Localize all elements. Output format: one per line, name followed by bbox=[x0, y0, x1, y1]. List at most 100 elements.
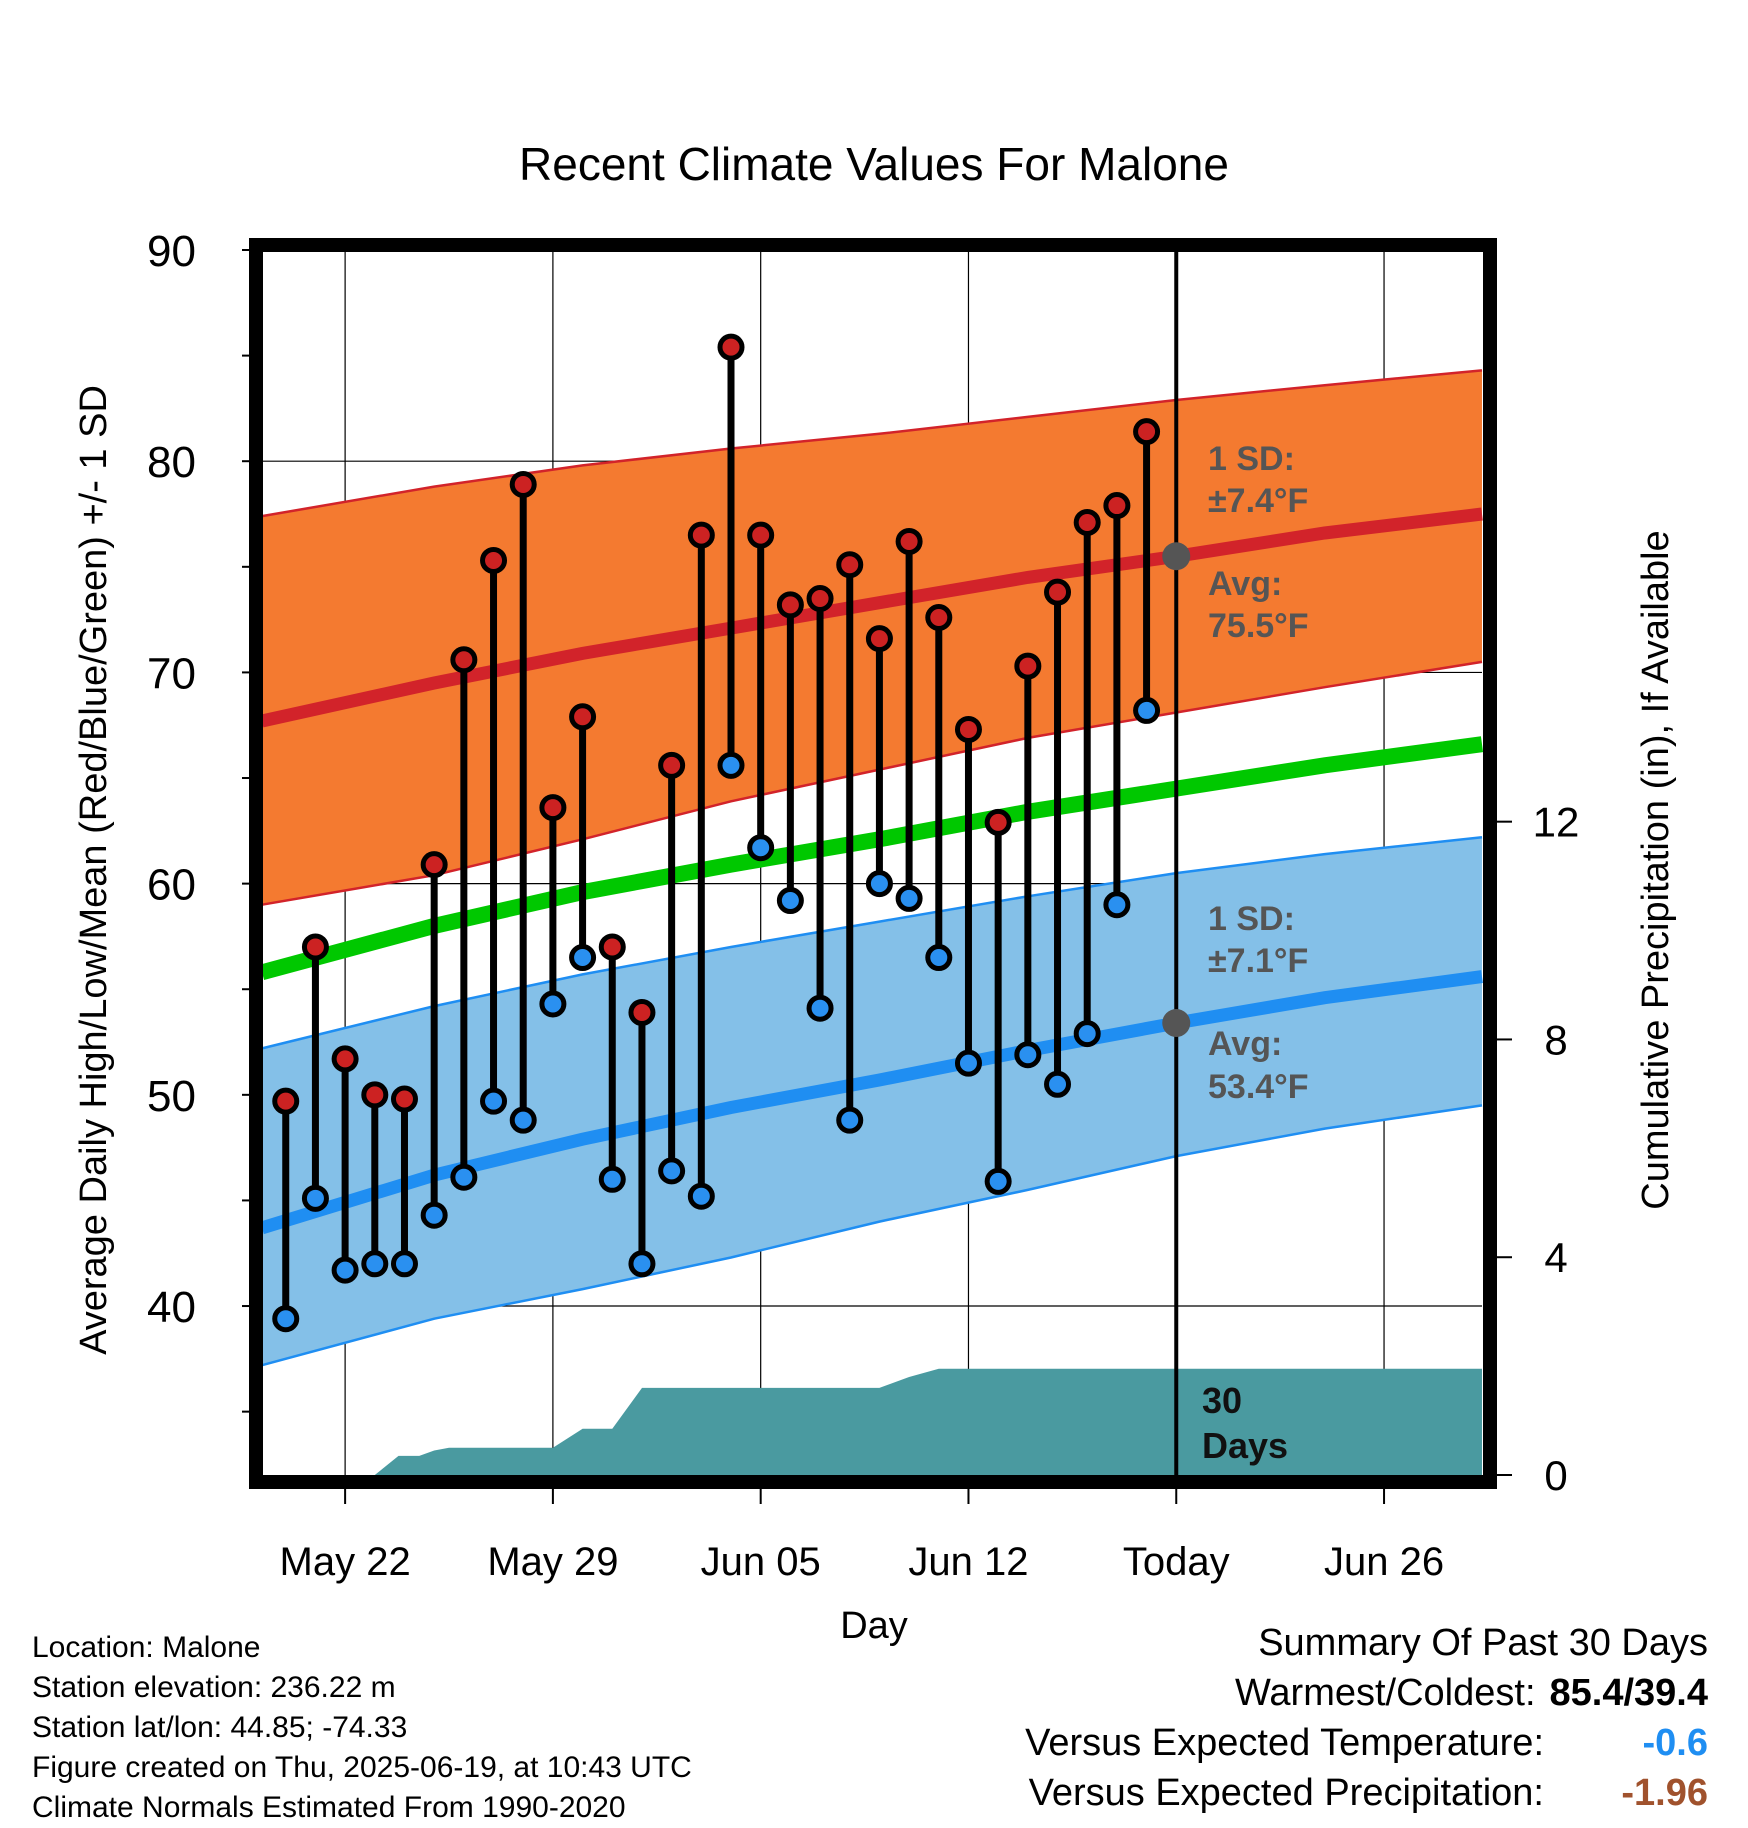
low-sd-label: 1 SD: bbox=[1208, 900, 1295, 938]
daily-low-point bbox=[598, 1165, 626, 1193]
daily-high-point bbox=[331, 1045, 359, 1073]
days-label-number: 30 bbox=[1202, 1380, 1242, 1421]
daily-low-point bbox=[747, 834, 775, 862]
daily-high-point bbox=[658, 751, 686, 779]
y2-tick-label: 4 bbox=[1544, 1234, 1567, 1281]
daily-low-point bbox=[1133, 696, 1161, 724]
axes: 40 50 60 70 80 90 0 4 8 12 May 22 May 29 Jun 05 Jun 1… bbox=[147, 227, 1579, 1584]
daily-high-point bbox=[1014, 652, 1042, 680]
high-avg-marker bbox=[1162, 542, 1191, 571]
daily-low-point bbox=[509, 1106, 537, 1134]
daily-low-point bbox=[658, 1157, 686, 1185]
daily-low-point bbox=[1014, 1041, 1042, 1069]
low-avg-value: 53.4°F bbox=[1208, 1068, 1309, 1106]
warmest-coldest-label: Warmest/Coldest: bbox=[1234, 1672, 1536, 1714]
daily-low-point bbox=[1103, 891, 1131, 919]
daily-low-point bbox=[361, 1250, 389, 1278]
daily-low-point bbox=[1044, 1070, 1072, 1098]
x-tick-label: May 29 bbox=[487, 1540, 618, 1584]
daily-low-point bbox=[984, 1167, 1012, 1195]
daily-low-point bbox=[925, 944, 953, 972]
daily-high-point bbox=[390, 1085, 418, 1113]
daily-low-point bbox=[717, 751, 745, 779]
daily-low-point bbox=[390, 1250, 418, 1278]
summary-heading: Summary Of Past 30 Days bbox=[1258, 1622, 1708, 1664]
x-tick-label: Jun 05 bbox=[701, 1540, 821, 1584]
high-avg-line bbox=[260, 507, 1483, 728]
daily-high-point bbox=[806, 584, 834, 612]
x-axis-label: Day bbox=[840, 1605, 908, 1647]
x-tick-label: Jun 26 bbox=[1324, 1540, 1444, 1584]
daily-low-point bbox=[836, 1106, 864, 1134]
daily-high-point bbox=[450, 646, 478, 674]
daily-low-point bbox=[954, 1049, 982, 1077]
elevation-text: Station elevation: 236.22 m bbox=[32, 1671, 396, 1704]
y2-tick-label: 12 bbox=[1533, 799, 1580, 846]
daily-high-point bbox=[1073, 508, 1101, 536]
y-tick-label: 50 bbox=[147, 1072, 196, 1121]
cumulative-precip-area bbox=[374, 1368, 1482, 1475]
y-tick-label: 80 bbox=[147, 438, 196, 487]
x-tick-label: Jun 12 bbox=[908, 1540, 1028, 1584]
daily-high-point bbox=[836, 551, 864, 579]
high-avg-value: 75.5°F bbox=[1208, 607, 1309, 645]
created-text: Figure created on Thu, 2025-06-19, at 10… bbox=[32, 1751, 692, 1784]
daily-low-point bbox=[420, 1201, 448, 1229]
y2-tick-label: 8 bbox=[1544, 1016, 1567, 1063]
temp-delta-label: Versus Expected Temperature: bbox=[1025, 1722, 1544, 1764]
daily-low-point bbox=[450, 1163, 478, 1191]
precip-delta-value: -1.96 bbox=[1621, 1772, 1708, 1814]
daily-low-point bbox=[480, 1087, 508, 1115]
daily-high-point bbox=[776, 591, 804, 619]
daily-high-point bbox=[865, 625, 893, 653]
daily-low-point bbox=[806, 994, 834, 1022]
y2-tick-label: 0 bbox=[1544, 1452, 1567, 1499]
y-tick-label: 40 bbox=[147, 1283, 196, 1332]
daily-high-point bbox=[895, 527, 923, 555]
summary-precip-row: Versus Expected Precipitation: -1.96 bbox=[1025, 1768, 1708, 1818]
daily-low-point bbox=[1073, 1020, 1101, 1048]
low-sd-lower-edge bbox=[261, 1104, 1483, 1367]
normals-text: Climate Normals Estimated From 1990-2020 bbox=[32, 1791, 626, 1824]
daily-high-point bbox=[1103, 492, 1131, 520]
daily-high-point bbox=[628, 998, 656, 1026]
daily-high-point bbox=[1044, 578, 1072, 606]
daily-high-point bbox=[984, 808, 1012, 836]
daily-low-point bbox=[776, 887, 804, 915]
high-avg-label: Avg: bbox=[1208, 565, 1282, 603]
precip-delta-label: Versus Expected Precipitation: bbox=[1028, 1772, 1544, 1814]
daily-low-point bbox=[331, 1256, 359, 1284]
high-sd-upper-edge bbox=[261, 369, 1483, 518]
plot-border bbox=[249, 238, 1497, 1489]
daily-high-point bbox=[747, 521, 775, 549]
daily-high-point bbox=[301, 933, 329, 961]
daily-high-point bbox=[954, 715, 982, 743]
low-avg-label: Avg: bbox=[1208, 1025, 1282, 1063]
daily-high-point bbox=[1133, 418, 1161, 446]
days-label-word: Days bbox=[1202, 1425, 1288, 1466]
latlon-text: Station lat/lon: 44.85; -74.33 bbox=[32, 1711, 408, 1744]
warmest-coldest-value: 85.4/39.4 bbox=[1549, 1672, 1708, 1714]
summary-panel: Summary Of Past 30 Days Warmest/Coldest:… bbox=[1025, 1618, 1708, 1818]
x-tick-label: Today bbox=[1123, 1540, 1230, 1584]
low-sd-upper-edge bbox=[261, 835, 1483, 1050]
low-sd-value: ±7.1°F bbox=[1208, 942, 1308, 980]
y2-axis-label: Cumulative Precipitation (in), If Availa… bbox=[1635, 530, 1677, 1209]
high-sd-label: 1 SD: bbox=[1208, 440, 1295, 478]
low-avg-marker bbox=[1162, 1009, 1191, 1038]
daily-high-point bbox=[539, 794, 567, 822]
daily-high-point bbox=[272, 1087, 300, 1115]
daily-high-point bbox=[687, 521, 715, 549]
chart-title: Recent Climate Values For Malone bbox=[519, 138, 1229, 190]
daily-low-point bbox=[687, 1182, 715, 1210]
y-tick-label: 90 bbox=[147, 227, 196, 276]
daily-high-point bbox=[480, 546, 508, 574]
y-tick-label: 60 bbox=[147, 861, 196, 910]
daily-low-point bbox=[301, 1184, 329, 1212]
daily-low-point bbox=[539, 990, 567, 1018]
precip-area bbox=[374, 1368, 1482, 1475]
summary-temp-row: Versus Expected Temperature: -0.6 bbox=[1025, 1718, 1708, 1768]
low-avg-line bbox=[260, 970, 1483, 1235]
daily-high-point bbox=[361, 1081, 389, 1109]
